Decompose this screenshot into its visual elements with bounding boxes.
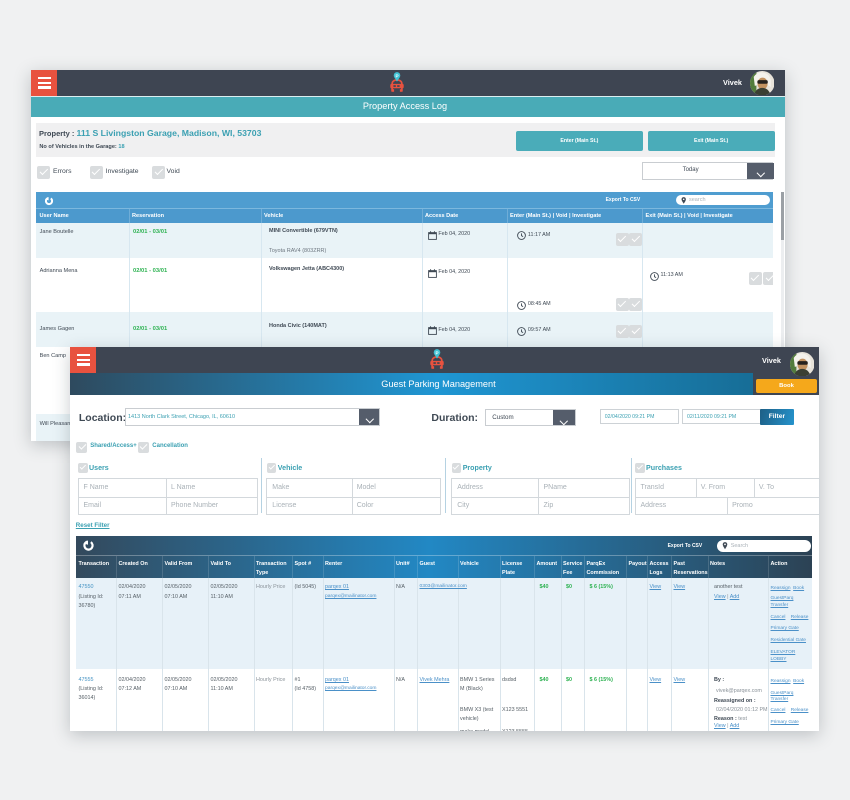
svg-text:P: P bbox=[435, 350, 438, 355]
svg-text:P: P bbox=[395, 73, 398, 78]
